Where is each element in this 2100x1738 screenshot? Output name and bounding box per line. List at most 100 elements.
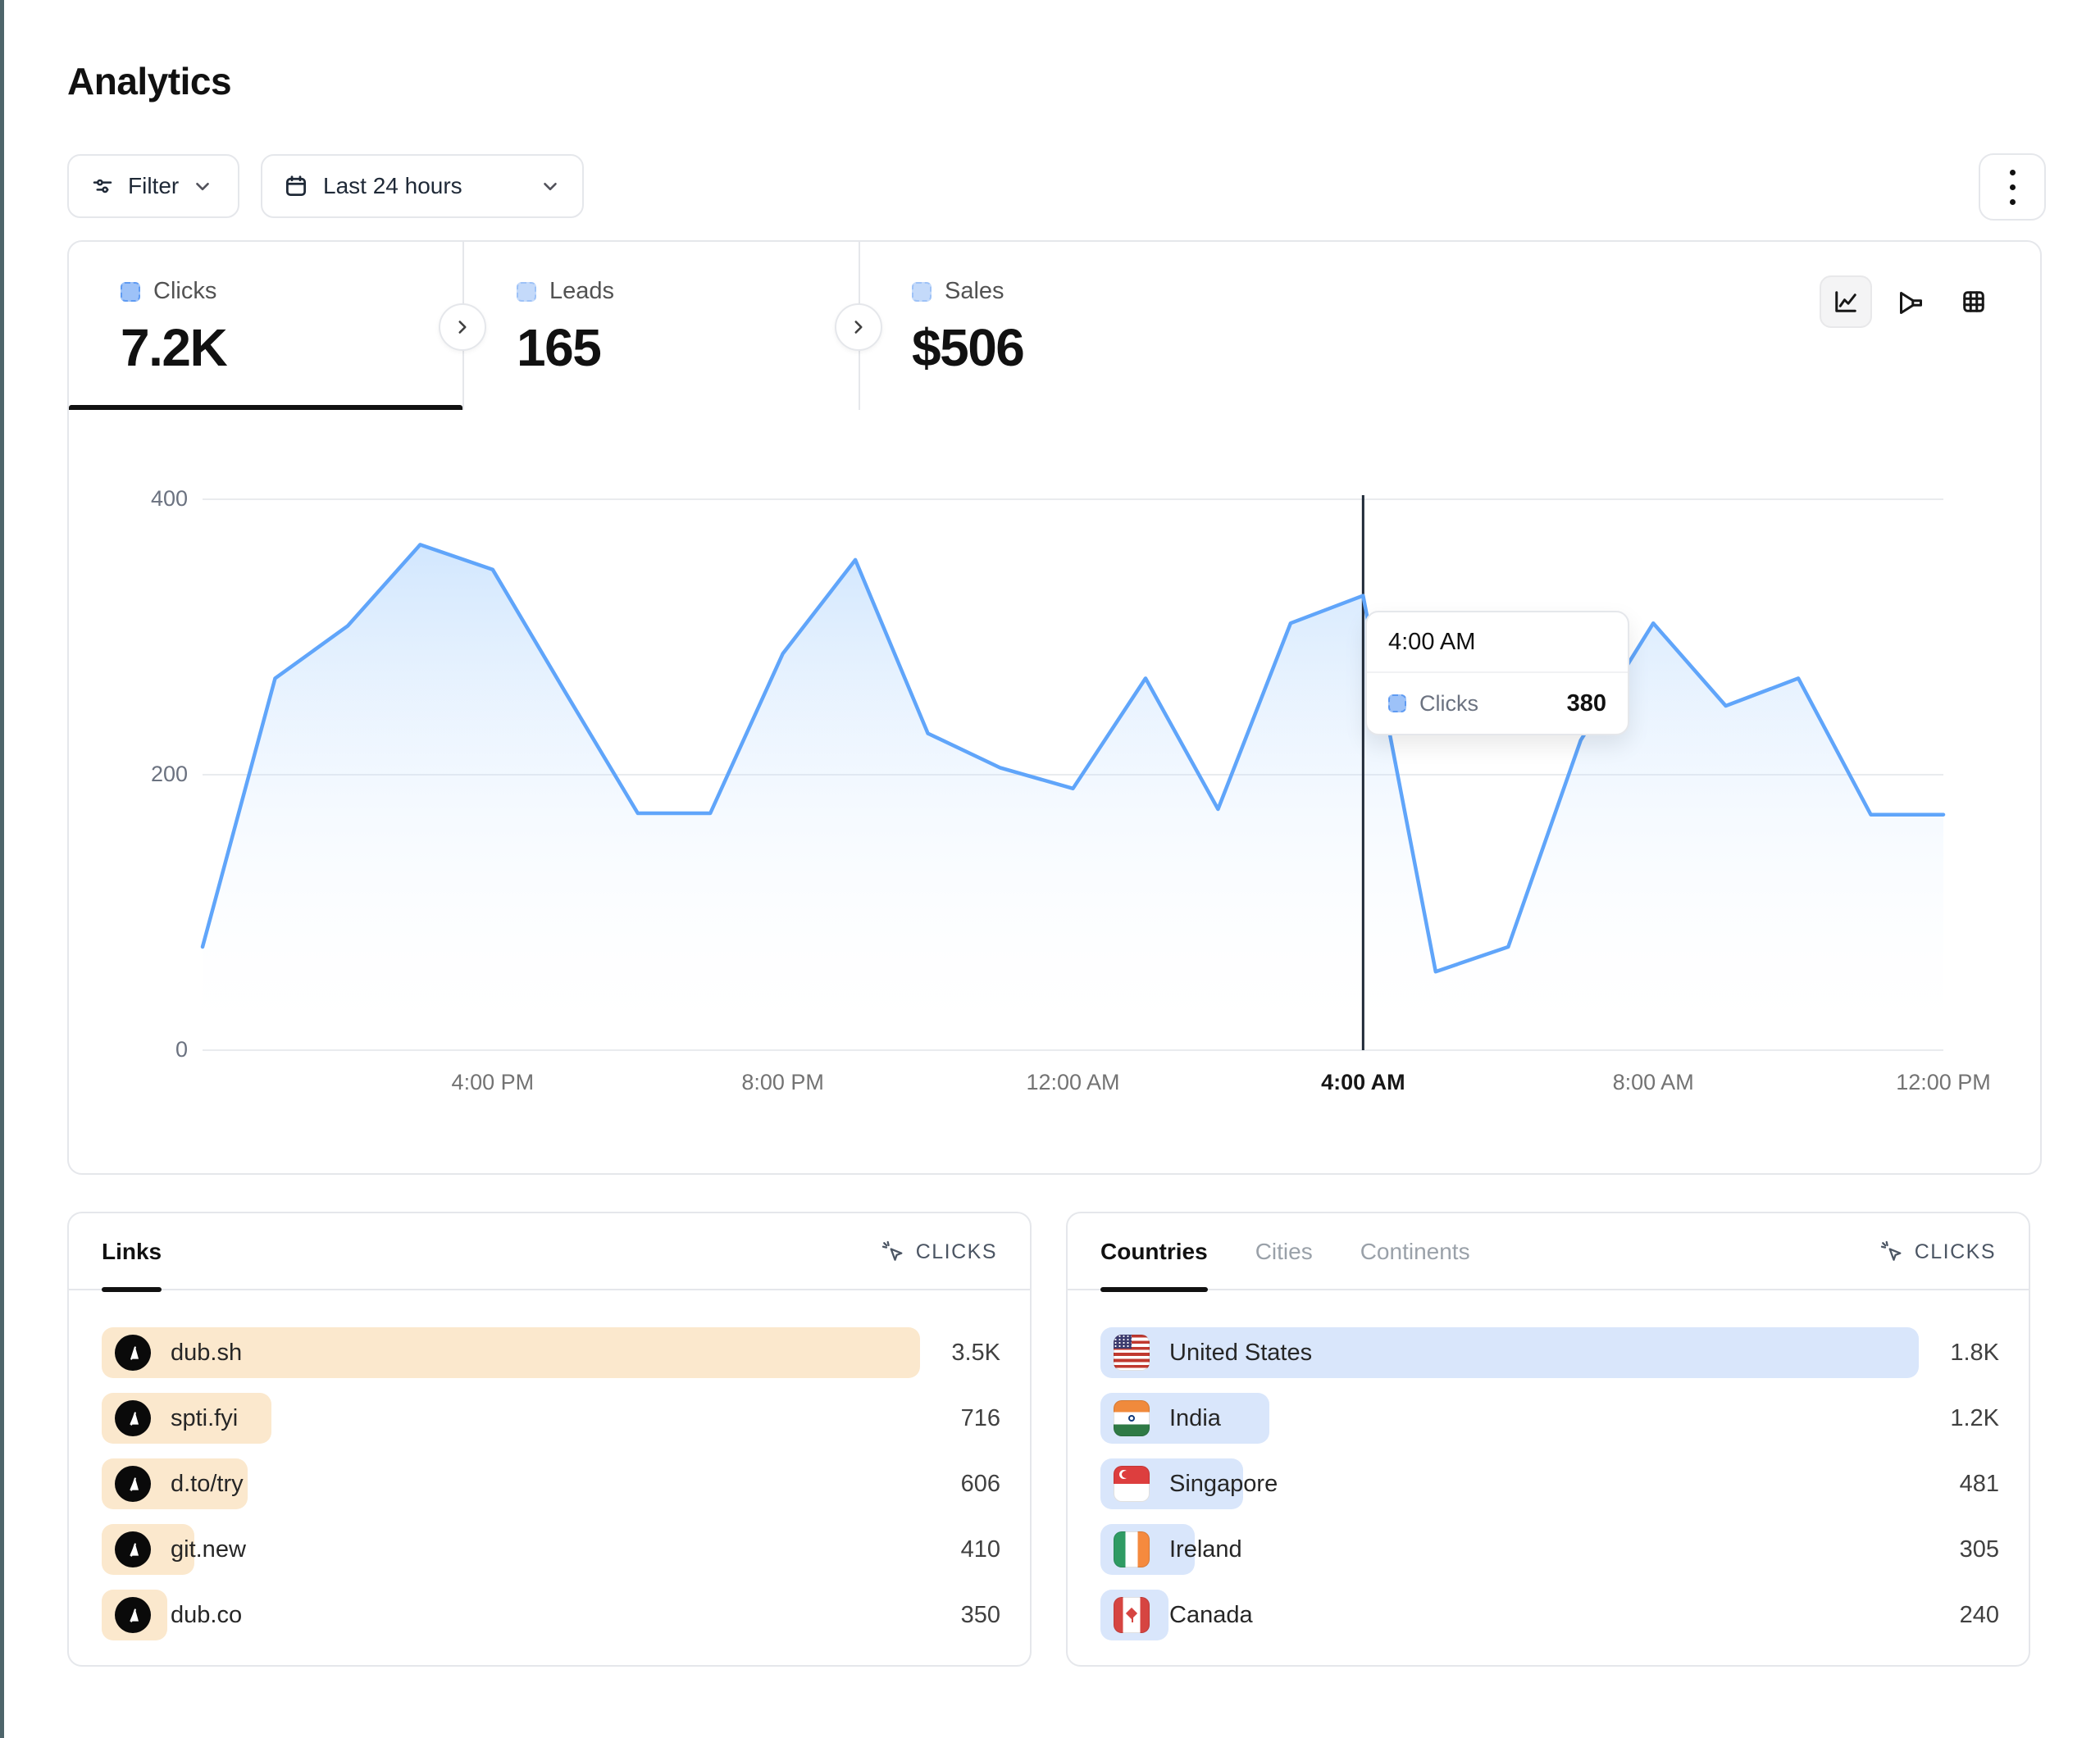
dub-logo-icon bbox=[115, 1400, 151, 1436]
tab-leads[interactable]: Leads 165 bbox=[464, 242, 859, 410]
list-item[interactable]: d.to/try 606 bbox=[102, 1458, 1000, 1509]
stat-label: Leads bbox=[549, 278, 615, 304]
clicks-count: 240 bbox=[1959, 1601, 1999, 1628]
list-item[interactable]: United States 1.8K bbox=[1100, 1327, 1999, 1378]
line-chart-icon bbox=[1835, 291, 1856, 312]
tooltip-time: 4:00 AM bbox=[1367, 612, 1628, 673]
chart-view-switcher bbox=[1820, 275, 2000, 328]
india-flag-icon bbox=[1114, 1400, 1150, 1436]
stat-label: Clicks bbox=[153, 278, 217, 304]
clicks-series-marker-icon bbox=[121, 281, 140, 302]
list-item[interactable]: Singapore 481 bbox=[1100, 1458, 1999, 1509]
stat-value: 7.2K bbox=[121, 318, 228, 377]
chevron-down-icon bbox=[540, 175, 561, 197]
cursor-click-icon bbox=[881, 1240, 903, 1261]
link-label: spti.fyi bbox=[171, 1404, 239, 1431]
sliders-filter-icon bbox=[90, 174, 115, 198]
clicks-count: 3.5K bbox=[951, 1339, 1000, 1366]
stats-tabs-row: Clicks 7.2K Leads 165 Sales $506 bbox=[69, 242, 2040, 410]
x-axis-tick-label: 8:00 PM bbox=[741, 1070, 824, 1094]
filter-button-label: Filter bbox=[128, 173, 180, 198]
next-metric-button[interactable] bbox=[439, 303, 486, 351]
table-grid-icon bbox=[1963, 291, 1984, 312]
chevron-right-icon bbox=[458, 321, 467, 334]
stat-value: 165 bbox=[517, 318, 602, 377]
active-tab-indicator bbox=[69, 405, 462, 410]
dub-logo-icon bbox=[115, 1597, 151, 1633]
clicks-count: 410 bbox=[960, 1536, 1000, 1563]
chevron-down-icon bbox=[192, 175, 213, 197]
y-axis-tick-label: 0 bbox=[175, 1037, 188, 1062]
metric-label: CLICKS bbox=[915, 1240, 997, 1263]
funnel-view-button[interactable] bbox=[1884, 275, 1936, 328]
x-axis-tick-label: 12:00 AM bbox=[1026, 1070, 1120, 1094]
x-axis-tick-label: 12:00 PM bbox=[1896, 1070, 1991, 1094]
clicks-count: 1.8K bbox=[1950, 1339, 1999, 1366]
clicks-series-marker-icon bbox=[1388, 694, 1406, 712]
tooltip-series-label: Clicks bbox=[1419, 690, 1478, 716]
kebab-menu-icon bbox=[2009, 169, 2016, 175]
stat-label: Sales bbox=[945, 278, 1004, 304]
country-label: India bbox=[1169, 1404, 1221, 1431]
tab-continents[interactable]: Continents bbox=[1360, 1239, 1470, 1264]
filter-button[interactable]: Filter bbox=[67, 154, 239, 218]
link-label: dub.sh bbox=[171, 1339, 243, 1366]
singapore-flag-icon bbox=[1114, 1466, 1150, 1502]
tab-sales[interactable]: Sales $506 bbox=[860, 242, 1516, 410]
ireland-flag-icon bbox=[1114, 1531, 1150, 1567]
tab-cities[interactable]: Cities bbox=[1255, 1239, 1313, 1264]
list-item[interactable]: dub.sh 3.5K bbox=[102, 1327, 1000, 1378]
link-label: git.new bbox=[171, 1536, 246, 1563]
metric-label: CLICKS bbox=[1914, 1240, 1996, 1263]
clicks-area-chart[interactable]: 4:00 AM Clicks 380 400 200 0 4:00 PM 8:00 PM… bbox=[69, 410, 2043, 1176]
link-label: d.to/try bbox=[171, 1470, 244, 1497]
analytics-card: Clicks 7.2K Leads 165 Sales $506 bbox=[67, 240, 2042, 1175]
list-item[interactable]: Canada 240 bbox=[1100, 1590, 1999, 1640]
links-panel-header: Links CLICKS bbox=[69, 1213, 1030, 1292]
countries-panel: Countries Cities Continents CLICKS Unite… bbox=[1066, 1212, 2030, 1667]
funnel-icon bbox=[1900, 292, 1922, 314]
tab-countries[interactable]: Countries bbox=[1100, 1213, 1208, 1292]
list-item[interactable]: spti.fyi 716 bbox=[102, 1393, 1000, 1444]
clicks-count: 305 bbox=[1959, 1536, 1999, 1563]
us-flag-icon bbox=[1114, 1335, 1150, 1371]
canada-flag-icon bbox=[1114, 1597, 1150, 1633]
date-range-label: Last 24 hours bbox=[323, 173, 462, 198]
list-item[interactable]: dub.co 350 bbox=[102, 1590, 1000, 1640]
chevron-right-icon bbox=[854, 321, 863, 334]
country-label: United States bbox=[1169, 1339, 1313, 1366]
window-edge-strip bbox=[0, 0, 4, 1738]
clicks-count: 606 bbox=[960, 1470, 1000, 1497]
calendar-icon bbox=[284, 174, 308, 198]
date-range-button[interactable]: Last 24 hours bbox=[261, 154, 584, 218]
clicks-count: 350 bbox=[960, 1601, 1000, 1628]
clicks-count: 1.2K bbox=[1950, 1404, 1999, 1431]
clicks-count: 716 bbox=[960, 1404, 1000, 1431]
dub-logo-icon bbox=[115, 1335, 151, 1371]
country-label: Canada bbox=[1169, 1601, 1253, 1628]
x-axis-tick-label: 4:00 PM bbox=[451, 1070, 535, 1094]
link-label: dub.co bbox=[171, 1601, 243, 1628]
sales-series-marker-icon bbox=[912, 281, 932, 302]
table-view-button[interactable] bbox=[1947, 275, 2000, 328]
y-axis-tick-label: 400 bbox=[150, 486, 188, 511]
country-label: Singapore bbox=[1169, 1470, 1278, 1497]
line-chart-view-button[interactable] bbox=[1820, 275, 1872, 328]
tab-clicks[interactable]: Clicks 7.2K bbox=[69, 242, 462, 410]
next-metric-button[interactable] bbox=[835, 303, 882, 351]
links-panel: Links CLICKS dub.sh 3.5K spti.fyi 716 bbox=[67, 1212, 1032, 1667]
clicks-count: 481 bbox=[1959, 1470, 1999, 1497]
more-menu-button[interactable] bbox=[1979, 153, 2046, 221]
stat-value: $506 bbox=[912, 318, 1025, 377]
links-metric-header[interactable]: CLICKS bbox=[880, 1213, 997, 1290]
countries-metric-header[interactable]: CLICKS bbox=[1879, 1213, 1996, 1290]
tooltip-value: 380 bbox=[1566, 689, 1606, 717]
list-item[interactable]: India 1.2K bbox=[1100, 1393, 1999, 1444]
countries-panel-header: Countries Cities Continents CLICKS bbox=[1068, 1213, 2029, 1292]
x-axis-tick-label: 4:00 AM bbox=[1321, 1070, 1405, 1094]
tab-links[interactable]: Links bbox=[102, 1213, 162, 1292]
country-label: Ireland bbox=[1169, 1536, 1242, 1563]
list-item[interactable]: Ireland 305 bbox=[1100, 1524, 1999, 1575]
cursor-click-icon bbox=[1880, 1240, 1902, 1261]
list-item[interactable]: git.new 410 bbox=[102, 1524, 1000, 1575]
